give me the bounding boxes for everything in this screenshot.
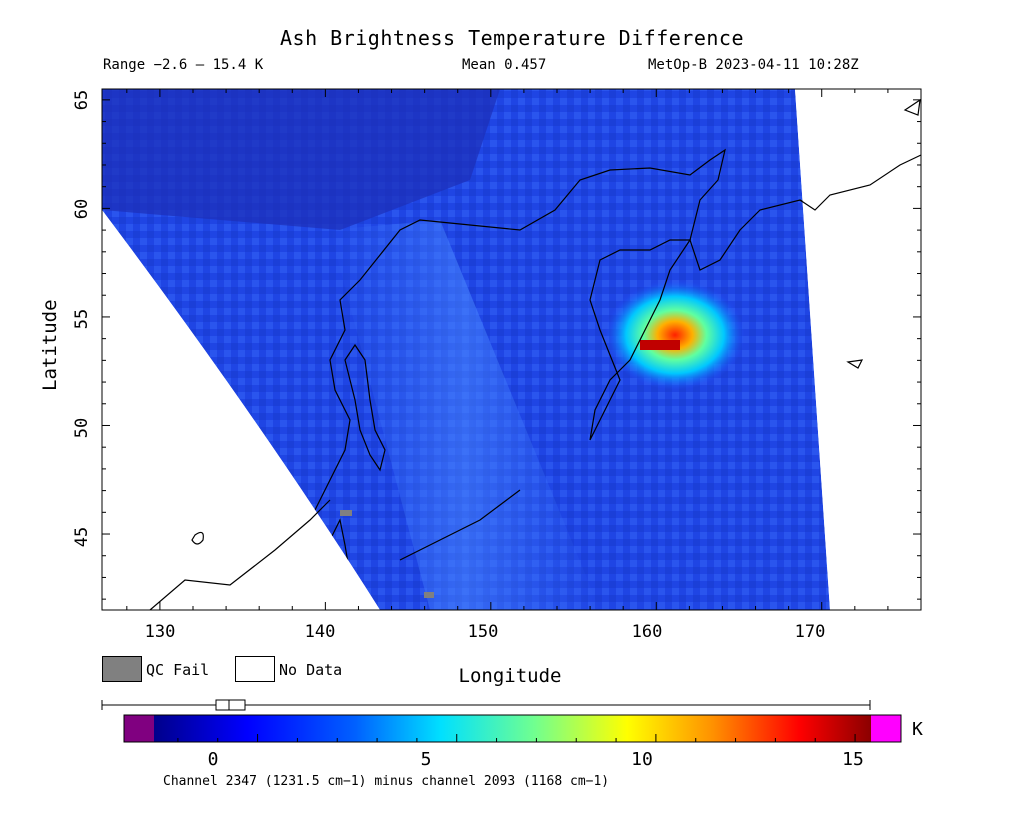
- colorbar-tick-label: 5: [420, 749, 432, 770]
- coastline-kuril: [399, 489, 521, 561]
- x-tick-label: 140: [304, 622, 336, 642]
- range-slider-handle[interactable]: [215, 699, 246, 711]
- coastline-kamchatka: [589, 239, 692, 441]
- satellite-time-label: MetOp-B 2023-04-11 10:28Z: [648, 57, 859, 73]
- colorbar-tick-label: 15: [842, 749, 864, 770]
- colorbar-ticks: [177, 734, 856, 742]
- y-tick-label: 60: [72, 198, 92, 220]
- colorbar-unit: K: [912, 719, 923, 740]
- range-label: Range −2.6 – 15.4 K: [103, 57, 264, 73]
- x-tick-label: 160: [631, 622, 663, 642]
- no-data-swatch: [235, 656, 275, 682]
- colorbar-gradient: [154, 715, 871, 742]
- mean-label: Mean 0.457: [462, 57, 547, 73]
- y-axis-label: Latitude: [39, 299, 61, 391]
- chart-title: Ash Brightness Temperature Difference: [279, 26, 745, 50]
- no-data-left: [102, 210, 380, 610]
- coastlines-overlay: [149, 98, 921, 610]
- colorbar-tick-label: 10: [631, 749, 653, 770]
- colorbar-above: [871, 715, 901, 742]
- coastline-island-overlay: [846, 359, 864, 369]
- map-data-area: [102, 89, 921, 610]
- coastline-island-overlay: [903, 98, 921, 116]
- qc-fail-label: QC Fail: [146, 661, 210, 679]
- y-tick-label: 55: [72, 308, 92, 330]
- x-axis-label: Longitude: [458, 665, 562, 687]
- coastline-sakhalin: [344, 343, 386, 472]
- qc-fail-pixel: [340, 510, 352, 516]
- plot-frame: [101, 88, 922, 611]
- colorbar-below: [124, 715, 154, 742]
- y-tick-label: 65: [72, 89, 92, 111]
- dark-region: [102, 89, 500, 230]
- colorbar-caption: Channel 2347 (1231.5 cm−1) minus channel…: [163, 774, 610, 789]
- no-data-right: [795, 89, 921, 610]
- coastline-island-overlay: [191, 531, 204, 545]
- colorbar-frame: [123, 714, 902, 743]
- light-band: [330, 220, 600, 610]
- axis-ticks: [102, 89, 922, 610]
- qc-fail-swatch: [102, 656, 142, 682]
- y-tick-label: 50: [72, 417, 92, 439]
- ash-plume: [605, 280, 745, 390]
- coastline-alaska-overlay: [799, 154, 921, 211]
- ash-plume-core: [640, 340, 680, 350]
- coastline-mainland-asia: [149, 148, 921, 610]
- coastline-mainland-overlay: [149, 499, 331, 610]
- colorbar-tick-label: 0: [207, 749, 219, 770]
- y-tick-label: 45: [72, 526, 92, 548]
- no-data-label: No Data: [279, 661, 343, 679]
- x-tick-label: 130: [144, 622, 176, 642]
- x-tick-label: 150: [467, 622, 499, 642]
- qc-fail-pixel: [424, 592, 434, 598]
- x-tick-label: 170: [794, 622, 826, 642]
